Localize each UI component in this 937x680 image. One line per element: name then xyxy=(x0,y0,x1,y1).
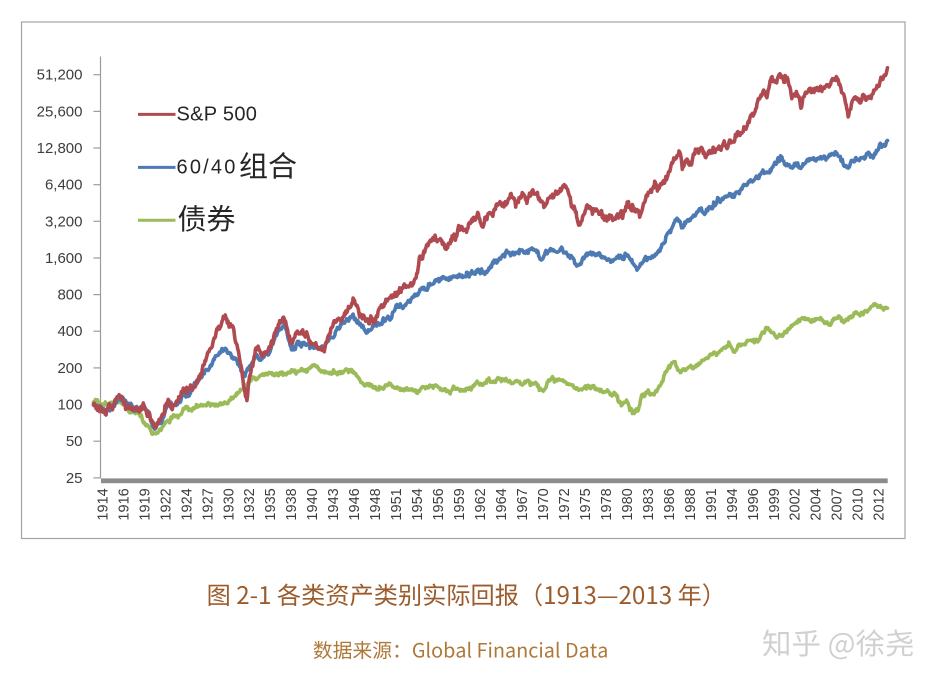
svg-text:1964: 1964 xyxy=(494,488,510,520)
svg-text:25,600: 25,600 xyxy=(37,103,83,120)
svg-text:1994: 1994 xyxy=(725,488,741,520)
svg-text:12,800: 12,800 xyxy=(37,140,83,157)
svg-text:1919: 1919 xyxy=(137,488,153,520)
svg-text:1943: 1943 xyxy=(326,488,342,520)
svg-text:2007: 2007 xyxy=(830,488,846,520)
svg-text:1991: 1991 xyxy=(704,488,720,520)
svg-text:200: 200 xyxy=(57,360,82,377)
svg-text:25: 25 xyxy=(66,470,83,487)
svg-text:1951: 1951 xyxy=(389,488,405,520)
svg-text:1999: 1999 xyxy=(767,488,783,520)
svg-text:6,400: 6,400 xyxy=(45,177,83,194)
svg-text:1972: 1972 xyxy=(557,488,573,520)
svg-text:1986: 1986 xyxy=(662,488,678,520)
svg-text:1935: 1935 xyxy=(263,488,279,520)
svg-text:1930: 1930 xyxy=(221,488,237,520)
svg-text:1956: 1956 xyxy=(431,488,447,520)
svg-text:1948: 1948 xyxy=(368,488,384,520)
svg-text:1,600: 1,600 xyxy=(45,250,83,267)
svg-text:50: 50 xyxy=(66,433,83,450)
svg-text:100: 100 xyxy=(57,397,82,414)
svg-text:1959: 1959 xyxy=(452,488,468,520)
svg-text:1962: 1962 xyxy=(473,488,489,520)
svg-text:1932: 1932 xyxy=(242,488,258,520)
svg-text:1967: 1967 xyxy=(515,488,531,520)
svg-text:2010: 2010 xyxy=(851,488,867,520)
svg-text:1914: 1914 xyxy=(95,488,111,520)
svg-text:1924: 1924 xyxy=(179,488,195,520)
svg-text:1954: 1954 xyxy=(410,488,426,520)
svg-text:400: 400 xyxy=(57,323,82,340)
svg-text:2004: 2004 xyxy=(809,488,825,520)
svg-text:1938: 1938 xyxy=(284,488,300,520)
svg-text:1970: 1970 xyxy=(536,488,552,520)
svg-text:1946: 1946 xyxy=(347,488,363,520)
svg-text:1940: 1940 xyxy=(305,488,321,520)
svg-text:1975: 1975 xyxy=(578,488,594,520)
svg-text:1980: 1980 xyxy=(620,488,636,520)
svg-text:800: 800 xyxy=(57,287,82,304)
svg-text:1922: 1922 xyxy=(158,488,174,520)
svg-text:1978: 1978 xyxy=(599,488,615,520)
svg-text:1916: 1916 xyxy=(116,488,132,520)
svg-text:60/40: 60/40 xyxy=(177,156,238,178)
svg-text:1988: 1988 xyxy=(683,488,699,520)
svg-text:1927: 1927 xyxy=(200,488,216,520)
svg-text:2002: 2002 xyxy=(788,488,804,520)
svg-text:S&P 500: S&P 500 xyxy=(177,104,258,126)
svg-text:2012: 2012 xyxy=(872,488,888,520)
svg-text:1983: 1983 xyxy=(641,488,657,520)
svg-text:3,200: 3,200 xyxy=(45,213,83,230)
svg-text:1996: 1996 xyxy=(746,488,762,520)
svg-text:51,200: 51,200 xyxy=(37,67,83,84)
